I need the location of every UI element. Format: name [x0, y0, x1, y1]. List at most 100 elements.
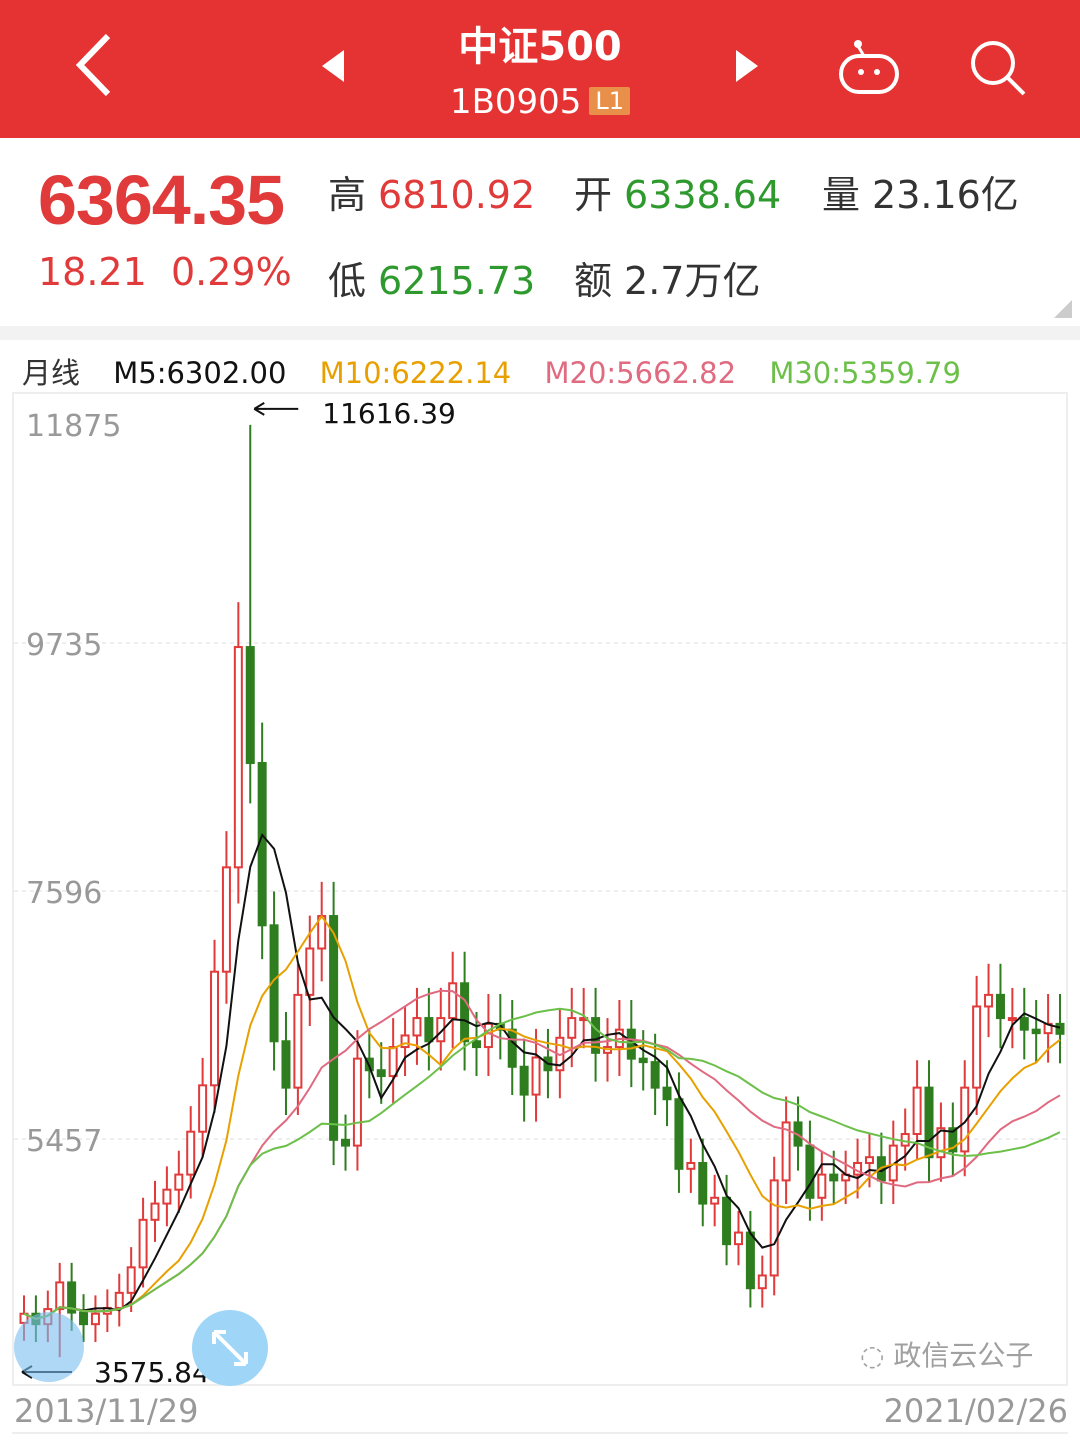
y-tick-label: 9735	[26, 628, 102, 663]
volume-value: 23.16亿	[872, 173, 1019, 217]
top-bar: 中证500 1B0905 L1	[0, 0, 1080, 138]
code-text: 1B0905	[449, 82, 582, 122]
low-value: 6215.73	[378, 259, 536, 303]
candle-body	[79, 1311, 89, 1326]
candle-body	[126, 1266, 136, 1294]
legend-m10: M10:6222.14	[319, 356, 512, 390]
candle-body	[733, 1231, 743, 1246]
candle-body	[722, 1196, 732, 1246]
candle-body	[412, 1017, 422, 1037]
candle-body	[221, 866, 231, 973]
candle-body	[150, 1202, 160, 1221]
candle-body	[245, 646, 255, 764]
amount-field: 额 2.7万亿	[574, 250, 760, 305]
y-tick-label: 7596	[26, 876, 102, 911]
candle-body	[674, 1098, 684, 1170]
min-annotation: 3575.84	[94, 1356, 210, 1384]
watermark: ◌ 政信云公子	[860, 1339, 1034, 1372]
candle-body	[233, 646, 243, 869]
candle-body	[460, 982, 470, 1043]
candle-body	[864, 1156, 874, 1164]
candle-body	[924, 1086, 934, 1159]
candle-body	[162, 1188, 172, 1205]
ma5-line	[23, 832, 1061, 1320]
volume-label: 量	[822, 173, 861, 217]
y-tick-label: 5457	[26, 1124, 102, 1159]
low-label: 低	[328, 259, 367, 303]
max-arrow-icon	[253, 402, 299, 416]
candle-body	[531, 1056, 541, 1096]
candle-body	[972, 1005, 982, 1089]
float-menu-button[interactable]	[14, 1312, 84, 1382]
fullscreen-button[interactable]	[192, 1310, 268, 1386]
amount-value: 2.7万亿	[624, 259, 761, 303]
prev-triangle-icon[interactable]	[320, 48, 346, 84]
high-value: 6810.92	[378, 173, 536, 217]
kline-svg: 11875 9735 7596 5457 11616.39 3575.84	[14, 397, 1066, 1389]
open-label: 开	[574, 173, 613, 217]
back-chevron-icon[interactable]	[72, 32, 116, 98]
candle-body	[995, 993, 1005, 1020]
candle-body	[55, 1281, 65, 1311]
level-badge: L1	[589, 87, 631, 115]
candle-body	[114, 1291, 124, 1309]
candle-body	[507, 1028, 517, 1068]
candle-body	[293, 993, 303, 1089]
candle-body	[686, 1162, 696, 1170]
candle-body	[198, 1084, 208, 1133]
legend-m20: M20:5662.82	[544, 356, 737, 390]
bottom-divider	[12, 1432, 1068, 1434]
ma30-line	[23, 1007, 1061, 1320]
high-field: 高 6810.92	[328, 164, 535, 219]
candle-body	[1019, 1017, 1029, 1031]
candle-body	[472, 1040, 482, 1049]
y-tick-label: 11875	[26, 409, 121, 444]
stock-name: 中证500	[458, 24, 622, 70]
candle-body	[781, 1121, 791, 1182]
candle-body	[745, 1231, 755, 1290]
search-icon[interactable]	[968, 38, 1028, 98]
end-date: 2021/02/26	[883, 1392, 1068, 1430]
candle-body	[186, 1130, 196, 1176]
candle-body	[352, 1057, 362, 1147]
candle-body	[710, 1196, 720, 1205]
candle-body	[90, 1312, 100, 1326]
candle-body	[698, 1162, 708, 1205]
candle-body	[174, 1173, 184, 1191]
period-selector[interactable]: 月线	[22, 356, 81, 390]
expand-corner-icon[interactable]	[1054, 300, 1072, 318]
candle-body	[650, 1061, 660, 1089]
open-field: 开 6338.64	[574, 164, 781, 219]
candle-body	[829, 1173, 839, 1182]
kline-chart[interactable]: 11875 9735 7596 5457 11616.39 3575.84	[12, 392, 1068, 1389]
candle-body	[483, 1022, 493, 1049]
next-triangle-icon[interactable]	[734, 48, 760, 84]
change-percent: 0.29%	[170, 250, 292, 294]
candle-body	[1031, 1028, 1041, 1035]
candle-body	[936, 1127, 946, 1159]
high-label: 高	[328, 173, 367, 217]
candle-body	[210, 970, 220, 1087]
candle-body	[388, 1046, 398, 1078]
candle-body	[591, 1017, 601, 1054]
expand-arrows-icon	[212, 1330, 248, 1366]
candle-body	[400, 1034, 410, 1049]
open-value: 6338.64	[624, 173, 782, 217]
candle-body	[519, 1065, 529, 1096]
candle-body	[448, 982, 458, 1020]
candle-body	[341, 1138, 351, 1147]
start-date: 2013/11/29	[14, 1392, 199, 1430]
price-change: 18.21 0.29%	[38, 250, 292, 294]
candle-body	[1007, 1017, 1017, 1022]
candle-body	[805, 1144, 815, 1199]
legend-m30: M30:5359.79	[769, 356, 961, 390]
candle-body	[424, 1017, 434, 1043]
stock-code: 1B0905 L1	[0, 82, 1080, 122]
robot-icon[interactable]	[836, 38, 902, 96]
wechat-icon: ◌	[860, 1339, 894, 1372]
amount-label: 额	[574, 259, 613, 303]
section-divider	[0, 326, 1080, 340]
candle-body	[376, 1069, 386, 1078]
candle-body	[638, 1057, 648, 1064]
